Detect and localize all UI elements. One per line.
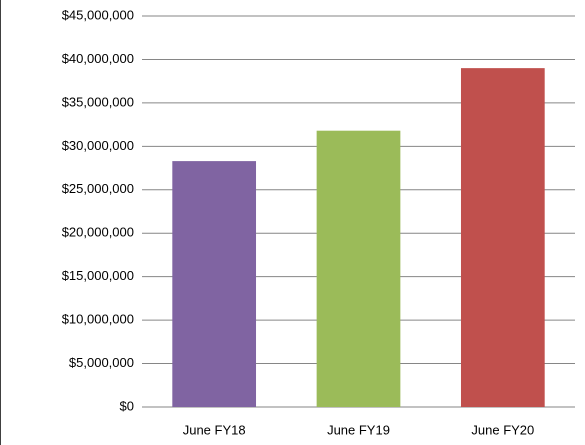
y-tick-label: $10,000,000 <box>62 312 134 327</box>
y-tick-label: $25,000,000 <box>62 181 134 196</box>
bar <box>172 161 257 407</box>
x-tick-label: June FY20 <box>471 422 534 437</box>
y-tick-label: $5,000,000 <box>69 355 134 370</box>
bar <box>316 130 401 407</box>
y-tick-label: $0 <box>120 398 134 413</box>
x-tick-label: June FY19 <box>327 422 390 437</box>
bar <box>460 68 545 407</box>
y-tick-label: $45,000,000 <box>62 7 134 22</box>
y-tick-label: $30,000,000 <box>62 138 134 153</box>
x-tick-label: June FY18 <box>183 422 246 437</box>
y-tick-label: $40,000,000 <box>62 51 134 66</box>
y-tick-label: $20,000,000 <box>62 225 134 240</box>
y-tick-label: $35,000,000 <box>62 94 134 109</box>
y-tick-label: $15,000,000 <box>62 268 134 283</box>
